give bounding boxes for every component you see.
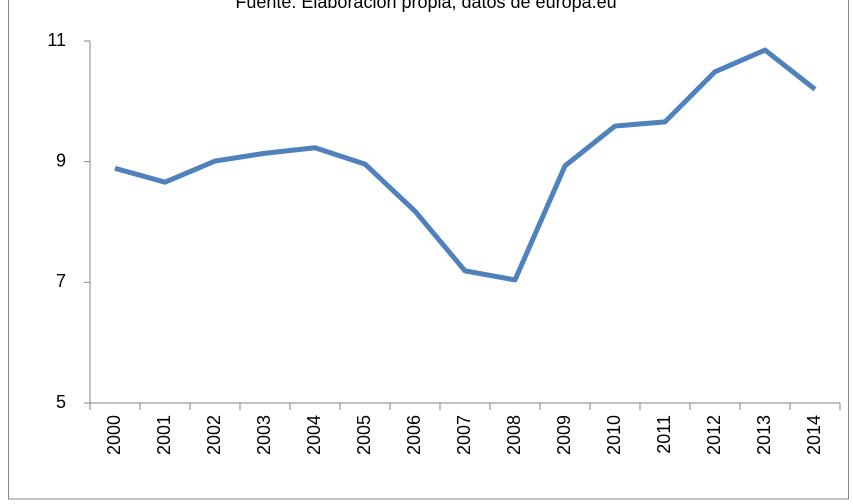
- y-tick-label: 9: [56, 150, 66, 170]
- x-tick-label: 2000: [104, 415, 124, 455]
- x-tick-label: 2003: [254, 415, 274, 455]
- x-tick-label: 2005: [354, 415, 374, 455]
- x-tick-label: 2014: [804, 415, 824, 455]
- x-tick-label: 2011: [654, 415, 674, 454]
- line: [114, 47, 817, 283]
- x-tick-label: 2001: [154, 415, 174, 455]
- x-tick-label: 2004: [304, 415, 324, 455]
- x-tick-label: 2006: [404, 415, 424, 455]
- x-tick-label: 2013: [754, 415, 774, 455]
- x-tick-label: 2012: [704, 415, 724, 455]
- x-tick-label: 2008: [504, 415, 524, 455]
- y-tick-label: 5: [56, 392, 66, 412]
- x-tick-label: 2009: [554, 415, 574, 455]
- chart-border: [8, 0, 849, 500]
- x-tick-label: 2007: [454, 415, 474, 455]
- chart-title: Fuente: Elaboración propia, datos de eur…: [235, 0, 616, 12]
- y-tick-label: 11: [47, 30, 66, 50]
- x-tick-label: 2002: [204, 415, 224, 455]
- x-tick-label: 2010: [604, 415, 624, 455]
- y-tick-label: 7: [56, 271, 66, 291]
